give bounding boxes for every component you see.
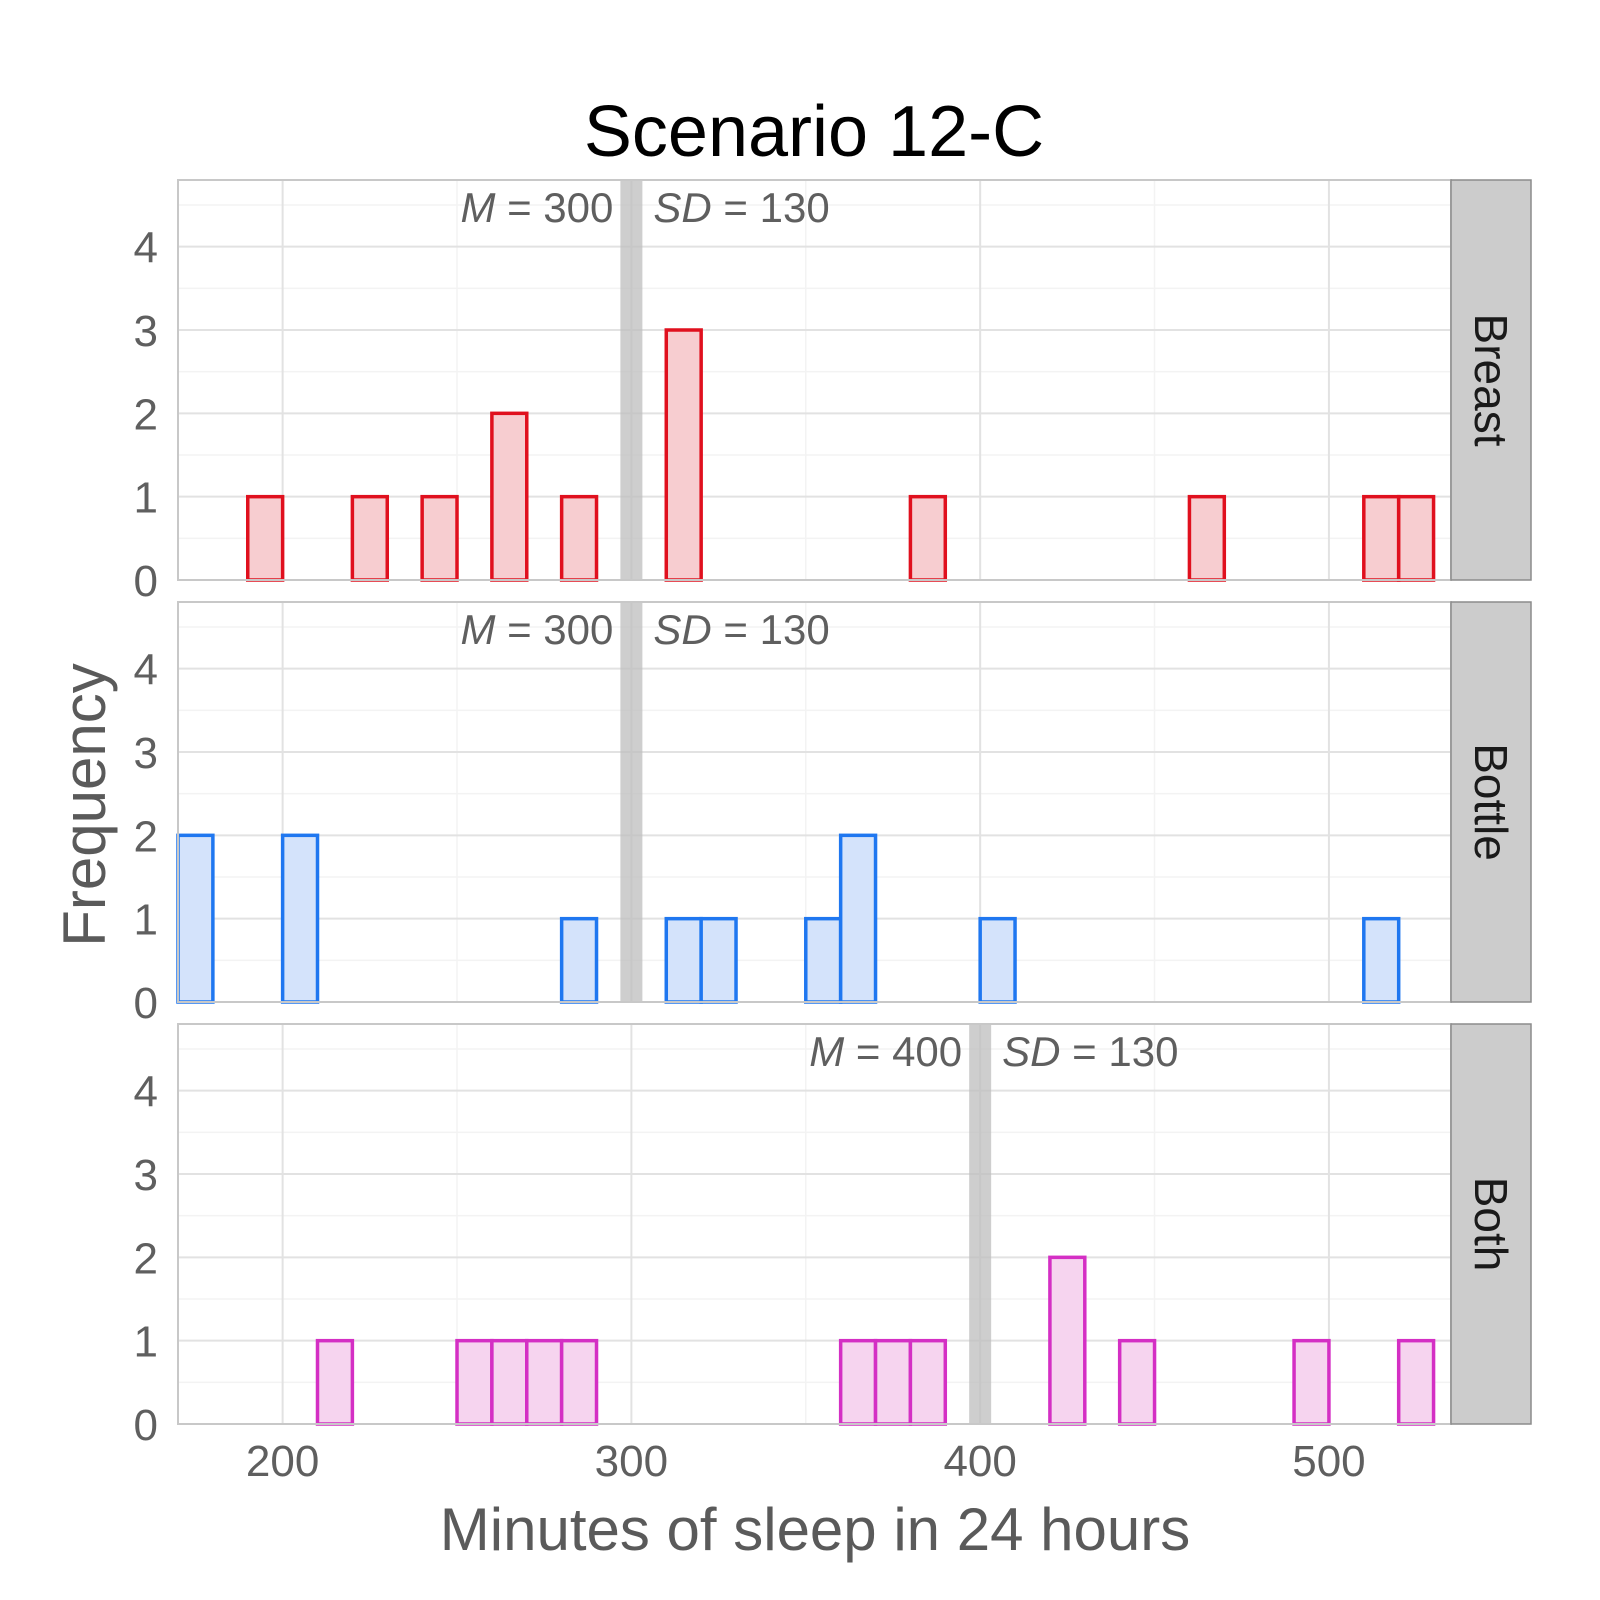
histogram-bar: [350, 494, 390, 582]
y-tick-label: 0: [134, 557, 158, 606]
facet-strip: [1450, 1023, 1532, 1425]
facet-panels: M = 300 SD = 130 Breast 0 1 2 3 4 M = 300 SD = 13…: [134, 179, 1532, 1450]
histogram-bar: [1396, 494, 1436, 582]
facet-strip: [1450, 179, 1532, 581]
x-tick-label: 500: [1292, 1437, 1365, 1486]
y-axis-title: Frequency: [51, 663, 118, 946]
histogram-bar: [559, 494, 599, 582]
histogram-bar: [873, 1338, 913, 1426]
y-tick-label: 1: [134, 474, 158, 523]
histogram-bar: [664, 328, 703, 582]
x-tick-label: 300: [595, 1437, 668, 1486]
histogram-bar: [908, 1338, 948, 1426]
histogram-bar: [246, 494, 285, 582]
histogram-bar: [804, 916, 843, 1004]
histogram-bar: [420, 494, 459, 582]
histogram-bar: [1292, 1338, 1331, 1426]
histogram-bar: [1117, 1338, 1157, 1426]
histogram-bar: [1362, 494, 1401, 582]
y-tick-label: 3: [134, 1151, 158, 1200]
x-tick-label: 200: [246, 1437, 319, 1486]
sd-label: SD = 130: [1002, 1028, 1178, 1075]
facet-strip-label: Bottle: [1465, 743, 1517, 861]
histogram-bar: [908, 494, 948, 582]
facet-strip-label: Both: [1465, 1177, 1517, 1272]
facet-panel-bottle: M = 300 SD = 130 Bottle 0 1 2 3 4: [134, 601, 1532, 1028]
y-tick-label: 4: [134, 1068, 158, 1117]
histogram-bar: [1048, 1255, 1087, 1426]
histogram-bar: [1187, 494, 1227, 582]
y-tick-label: 0: [134, 979, 158, 1028]
histogram-bar: [664, 916, 703, 1004]
sd-label: SD = 130: [653, 184, 829, 231]
facet-panel-both: M = 400 SD = 130 Both 0 1 2 3 4: [134, 1023, 1532, 1450]
y-tick-label: 3: [134, 307, 158, 356]
x-axis-title: Minutes of sleep in 24 hours: [440, 1496, 1190, 1563]
histogram-bar: [455, 1338, 494, 1426]
chart-title: Scenario 12-C: [584, 92, 1044, 172]
histogram-bar: [978, 916, 1017, 1004]
mean-label: M = 400: [809, 1028, 962, 1075]
histogram-bar: [1396, 1338, 1436, 1426]
histogram-bar: [280, 833, 320, 1004]
y-tick-label: 3: [134, 729, 158, 778]
y-tick-label: 1: [134, 896, 158, 945]
histogram-bar: [490, 411, 529, 582]
facet-strip: [1450, 601, 1532, 1003]
facet-panel-breast: M = 300 SD = 130 Breast 0 1 2 3 4: [134, 179, 1532, 606]
x-axis: 200 300 400 500: [246, 1437, 1366, 1486]
histogram-bar: [1362, 916, 1401, 1004]
y-tick-label: 2: [134, 812, 158, 861]
histogram-bar: [559, 916, 599, 1004]
y-tick-label: 0: [134, 1401, 158, 1450]
mean-label: M = 300: [460, 606, 613, 653]
histogram-bar: [315, 1338, 355, 1426]
histogram-bar: [838, 833, 878, 1004]
y-tick-label: 2: [134, 1234, 158, 1283]
y-tick-label: 1: [134, 1318, 158, 1367]
histogram-bar: [838, 1338, 878, 1426]
histogram-bar: [176, 833, 215, 1004]
histogram-bar: [525, 1338, 564, 1426]
histogram-bar: [490, 1338, 529, 1426]
x-tick-label: 400: [943, 1437, 1016, 1486]
y-tick-label: 4: [134, 224, 158, 273]
y-tick-label: 2: [134, 390, 158, 439]
mean-label: M = 300: [460, 184, 613, 231]
panel-background: [178, 1024, 1451, 1424]
histogram-bar: [699, 916, 738, 1004]
histogram-bar: [559, 1338, 599, 1426]
facet-strip-label: Breast: [1465, 314, 1517, 447]
sd-label: SD = 130: [653, 606, 829, 653]
y-tick-label: 4: [134, 646, 158, 695]
